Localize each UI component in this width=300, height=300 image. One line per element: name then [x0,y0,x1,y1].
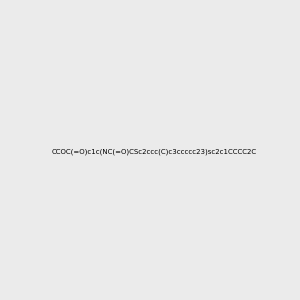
Text: CCOC(=O)c1c(NC(=O)CSc2ccc(C)c3ccccc23)sc2c1CCCC2C: CCOC(=O)c1c(NC(=O)CSc2ccc(C)c3ccccc23)sc… [51,148,256,155]
